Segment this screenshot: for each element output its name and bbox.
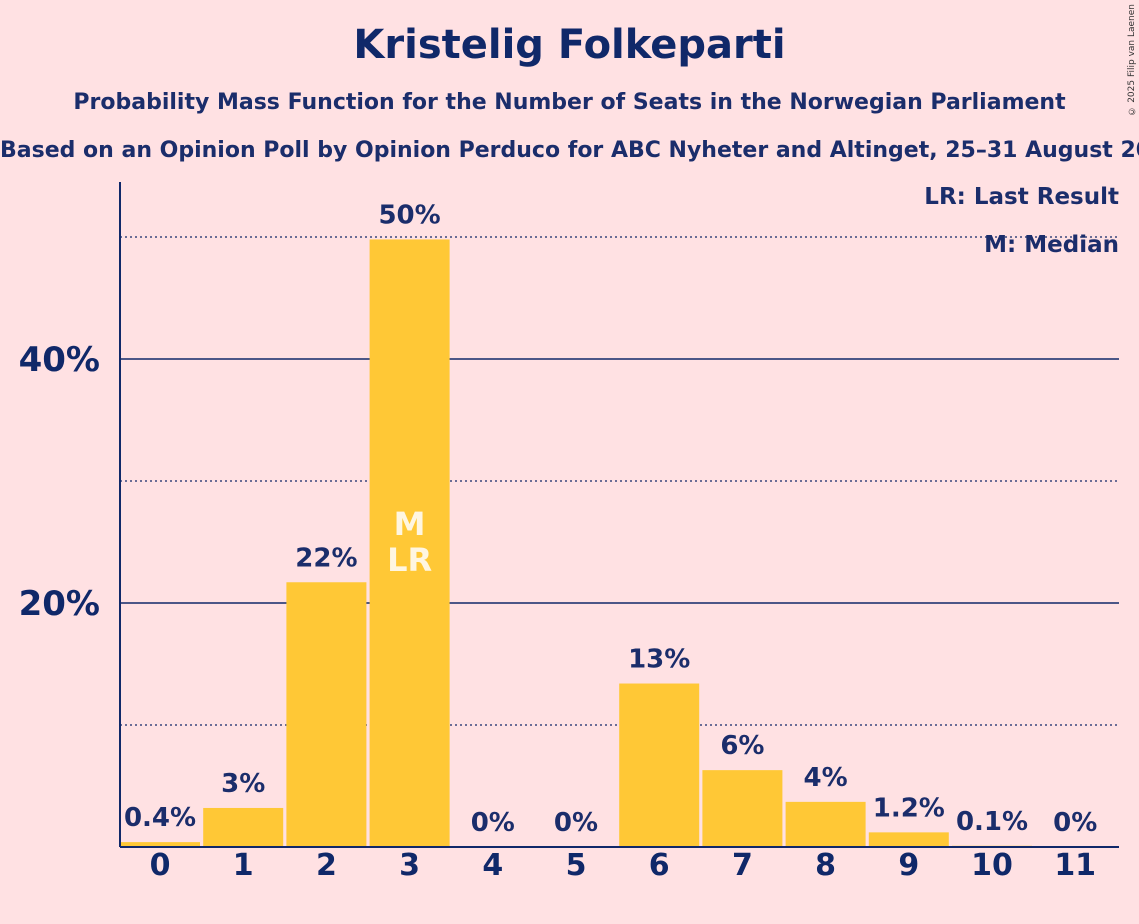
last-result-marker: LR bbox=[387, 541, 432, 579]
bar-seats-9 bbox=[868, 832, 949, 847]
legend-median: M: Median bbox=[984, 232, 1119, 258]
x-tick-label: 3 bbox=[399, 848, 420, 883]
bar-value-label: 0.4% bbox=[124, 803, 196, 833]
x-tick-label: 10 bbox=[971, 848, 1013, 883]
bar-value-label: 13% bbox=[628, 645, 690, 675]
x-tick-label: 2 bbox=[316, 848, 337, 883]
bar-value-label: 0% bbox=[1053, 808, 1097, 838]
bar-value-label: 4% bbox=[804, 763, 848, 793]
bar-value-label: 3% bbox=[221, 769, 265, 799]
x-tick-label: 5 bbox=[566, 848, 587, 883]
bar-seats-6 bbox=[619, 683, 700, 847]
bar-value-label: 0% bbox=[554, 808, 598, 838]
x-tick-label: 8 bbox=[815, 848, 836, 883]
y-tick-label: 40% bbox=[19, 340, 100, 380]
x-tick-label: 11 bbox=[1054, 848, 1096, 883]
chart-subtitle: Probability Mass Function for the Number… bbox=[73, 90, 1066, 115]
bar-seats-3 bbox=[369, 239, 450, 847]
bar-value-label: 22% bbox=[295, 543, 357, 573]
bar-value-label: 0.1% bbox=[956, 807, 1028, 837]
legend-last-result: LR: Last Result bbox=[924, 184, 1119, 210]
chart-source-note: Based on an Opinion Poll by Opinion Perd… bbox=[0, 138, 1139, 163]
bar-seats-2 bbox=[286, 582, 367, 847]
bar-value-label: 6% bbox=[720, 731, 764, 761]
x-tick-label: 4 bbox=[482, 848, 503, 883]
bar-seats-1 bbox=[203, 807, 284, 847]
y-tick-label: 20% bbox=[19, 584, 100, 624]
chart-title: Kristelig Folkeparti bbox=[353, 22, 786, 68]
x-tick-label: 1 bbox=[233, 848, 254, 883]
bar-value-label: 50% bbox=[378, 200, 440, 230]
median-marker: M bbox=[394, 505, 426, 543]
bar-value-label: 1.2% bbox=[873, 793, 945, 823]
bar-seats-8 bbox=[785, 801, 866, 847]
bar-value-label: 0% bbox=[471, 808, 515, 838]
bar-seats-0 bbox=[120, 842, 200, 847]
x-tick-label: 7 bbox=[732, 848, 753, 883]
x-tick-label: 9 bbox=[898, 848, 919, 883]
x-tick-label: 6 bbox=[649, 848, 670, 883]
x-tick-label: 0 bbox=[150, 848, 171, 883]
bar-seats-7 bbox=[702, 770, 783, 847]
